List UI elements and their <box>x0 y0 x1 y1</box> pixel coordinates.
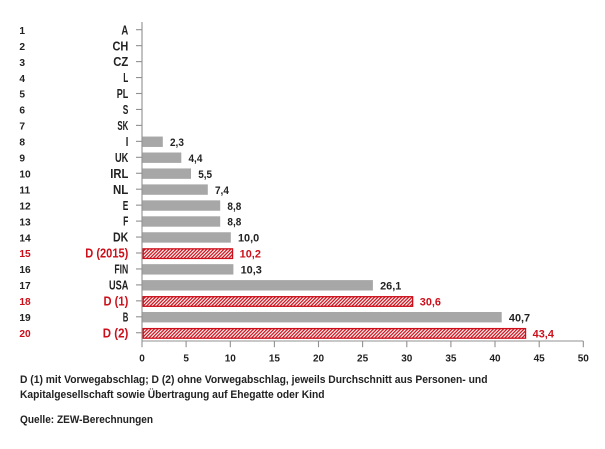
svg-text:10,0: 10,0 <box>238 233 259 245</box>
svg-text:7,4: 7,4 <box>215 185 229 197</box>
svg-text:17: 17 <box>19 281 31 292</box>
svg-text:5: 5 <box>183 354 189 365</box>
svg-text:40: 40 <box>489 354 501 365</box>
svg-text:CZ: CZ <box>113 54 128 69</box>
svg-text:IRL: IRL <box>110 166 128 181</box>
svg-text:FIN: FIN <box>114 262 128 277</box>
svg-text:6: 6 <box>19 106 25 117</box>
svg-text:12: 12 <box>19 201 31 212</box>
svg-text:NL: NL <box>113 182 128 197</box>
svg-text:8: 8 <box>19 138 25 149</box>
svg-text:4,4: 4,4 <box>189 153 203 165</box>
svg-text:50: 50 <box>578 354 590 365</box>
svg-text:40,7: 40,7 <box>509 312 530 324</box>
svg-text:18: 18 <box>19 297 31 308</box>
svg-text:3: 3 <box>19 58 25 69</box>
svg-text:14: 14 <box>19 233 31 244</box>
svg-text:UK: UK <box>115 150 129 165</box>
svg-text:D (1) mit Vorwegabschlag; D (2: D (1) mit Vorwegabschlag; D (2) ohne Vor… <box>20 374 488 386</box>
svg-text:E: E <box>123 198 129 213</box>
svg-text:A: A <box>121 22 128 37</box>
svg-text:D (2): D (2) <box>103 325 129 340</box>
svg-text:F: F <box>123 214 128 229</box>
svg-text:2,3: 2,3 <box>170 137 184 149</box>
svg-text:L: L <box>123 70 128 85</box>
svg-text:13: 13 <box>19 217 31 228</box>
svg-text:8,8: 8,8 <box>227 201 241 213</box>
svg-text:Quelle: ZEW-Berechnungen: Quelle: ZEW-Berechnungen <box>20 414 153 426</box>
svg-text:19: 19 <box>19 313 31 324</box>
svg-text:SK: SK <box>117 118 128 133</box>
svg-text:5: 5 <box>19 90 25 101</box>
svg-text:9: 9 <box>19 154 25 165</box>
svg-text:26,1: 26,1 <box>380 281 401 293</box>
svg-text:11: 11 <box>19 185 30 196</box>
svg-text:15: 15 <box>269 354 281 365</box>
svg-text:30: 30 <box>401 354 413 365</box>
svg-text:B: B <box>123 309 129 324</box>
svg-text:CH: CH <box>113 38 129 53</box>
svg-text:USA: USA <box>109 278 128 293</box>
svg-text:10,2: 10,2 <box>240 249 261 261</box>
svg-text:D (1): D (1) <box>104 293 129 308</box>
svg-text:I: I <box>126 134 129 149</box>
svg-text:10: 10 <box>19 169 31 180</box>
svg-text:15: 15 <box>19 249 31 260</box>
svg-text:30,6: 30,6 <box>420 296 441 308</box>
svg-text:S: S <box>123 102 129 117</box>
svg-text:8,8: 8,8 <box>227 217 241 229</box>
svg-text:Kapitalgesellschaft sowie Über: Kapitalgesellschaft sowie Übertragung au… <box>20 388 325 401</box>
svg-text:35: 35 <box>445 354 457 365</box>
svg-text:1: 1 <box>19 26 25 37</box>
svg-text:43,4: 43,4 <box>533 328 554 340</box>
svg-text:20: 20 <box>313 354 325 365</box>
svg-text:PL: PL <box>117 86 129 101</box>
svg-text:20: 20 <box>19 329 31 340</box>
svg-text:45: 45 <box>534 354 546 365</box>
svg-text:D (2015): D (2015) <box>85 246 128 261</box>
svg-text:10: 10 <box>225 354 237 365</box>
svg-text:4: 4 <box>19 74 25 85</box>
svg-text:10,3: 10,3 <box>241 265 262 277</box>
svg-text:16: 16 <box>19 265 31 276</box>
svg-text:5,5: 5,5 <box>198 169 212 181</box>
svg-text:7: 7 <box>19 122 25 133</box>
svg-text:2: 2 <box>19 42 25 53</box>
svg-text:0: 0 <box>139 354 145 365</box>
svg-text:25: 25 <box>357 354 369 365</box>
svg-text:DK: DK <box>113 230 129 245</box>
